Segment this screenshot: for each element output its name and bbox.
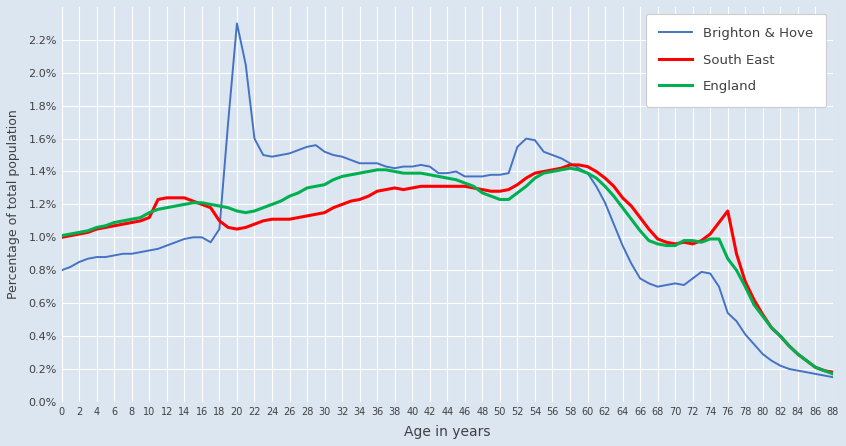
England — [57, 233, 67, 238]
South East — [565, 162, 575, 168]
England — [749, 302, 759, 307]
South East — [354, 197, 365, 202]
England — [565, 165, 575, 171]
South East — [153, 197, 163, 202]
Brighton & Hove — [828, 375, 838, 380]
Brighton & Hove — [214, 227, 224, 232]
South East — [57, 235, 67, 240]
Brighton & Hove — [135, 249, 146, 255]
Line: England: England — [62, 168, 833, 374]
South East — [135, 218, 146, 223]
Legend: Brighton & Hove, South East, England: Brighton & Hove, South East, England — [646, 13, 827, 107]
Line: Brighton & Hove: Brighton & Hove — [62, 23, 833, 377]
Brighton & Hove — [57, 268, 67, 273]
South East — [749, 297, 759, 302]
England — [828, 371, 838, 376]
England — [354, 170, 365, 176]
England — [135, 215, 146, 220]
Brighton & Hove — [232, 21, 242, 26]
Line: South East: South East — [62, 165, 833, 372]
England — [214, 203, 224, 209]
South East — [451, 184, 461, 189]
Y-axis label: Percentage of total population: Percentage of total population — [7, 110, 20, 299]
England — [153, 206, 163, 212]
X-axis label: Age in years: Age in years — [404, 425, 491, 439]
Brighton & Hove — [363, 161, 373, 166]
England — [451, 177, 461, 182]
South East — [214, 218, 224, 223]
Brighton & Hove — [749, 342, 759, 347]
South East — [828, 370, 838, 375]
Brighton & Hove — [153, 246, 163, 252]
Brighton & Hove — [459, 174, 470, 179]
